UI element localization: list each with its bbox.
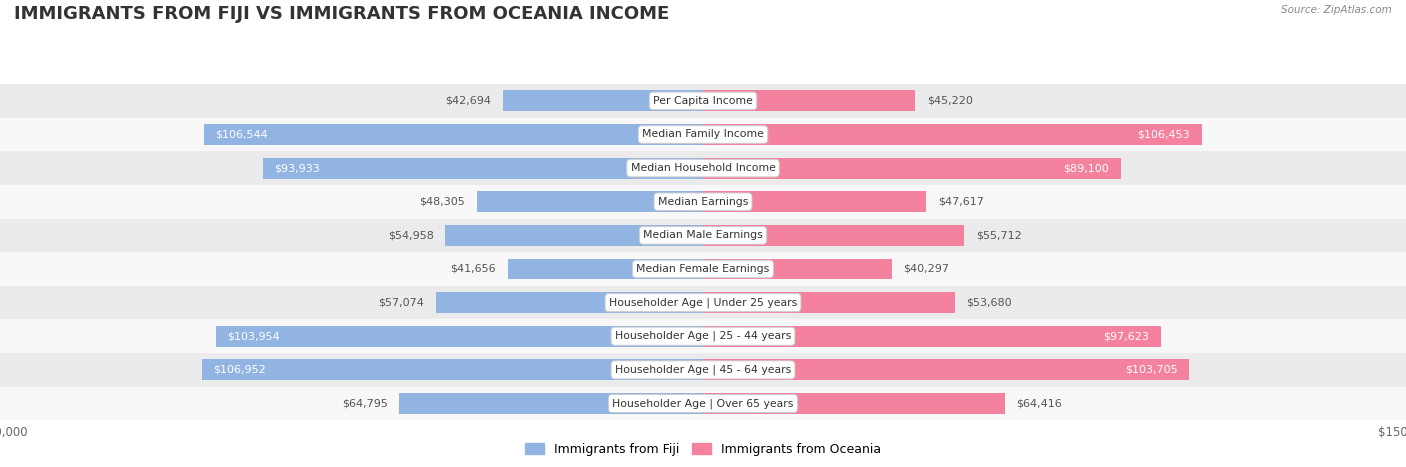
Bar [446,225,703,246]
Text: Median Earnings: Median Earnings [658,197,748,207]
Text: $40,297: $40,297 [904,264,949,274]
Bar [201,360,703,380]
Text: $41,656: $41,656 [450,264,496,274]
Text: Median Household Income: Median Household Income [630,163,776,173]
Bar [703,393,1005,414]
Legend: Immigrants from Fiji, Immigrants from Oceania: Immigrants from Fiji, Immigrants from Oc… [520,438,886,461]
Bar [503,91,703,111]
Bar [0,252,1406,286]
Text: Householder Age | 45 - 64 years: Householder Age | 45 - 64 years [614,365,792,375]
Text: $54,958: $54,958 [388,230,433,241]
Bar [508,259,703,279]
Bar [703,91,915,111]
Bar [477,191,703,212]
Bar [703,191,927,212]
Bar [0,84,1406,118]
Bar [703,326,1160,347]
Text: $64,416: $64,416 [1017,398,1063,409]
Bar [399,393,703,414]
Text: $55,712: $55,712 [976,230,1022,241]
Bar [703,259,891,279]
Text: $106,952: $106,952 [214,365,266,375]
Text: Householder Age | 25 - 44 years: Householder Age | 25 - 44 years [614,331,792,341]
Bar [263,158,703,178]
Text: $45,220: $45,220 [927,96,973,106]
Text: IMMIGRANTS FROM FIJI VS IMMIGRANTS FROM OCEANIA INCOME: IMMIGRANTS FROM FIJI VS IMMIGRANTS FROM … [14,5,669,23]
Text: $48,305: $48,305 [419,197,465,207]
Bar [703,360,1189,380]
Bar [703,292,955,313]
Text: $53,680: $53,680 [966,297,1012,308]
Bar [215,326,703,347]
Text: $106,544: $106,544 [215,129,269,140]
Text: $57,074: $57,074 [378,297,423,308]
Bar [0,151,1406,185]
Bar [0,286,1406,319]
Text: Source: ZipAtlas.com: Source: ZipAtlas.com [1281,5,1392,14]
Text: Householder Age | Under 25 years: Householder Age | Under 25 years [609,297,797,308]
Bar [0,185,1406,219]
Text: $106,453: $106,453 [1137,129,1191,140]
Bar [0,219,1406,252]
Text: Median Female Earnings: Median Female Earnings [637,264,769,274]
Bar [703,225,965,246]
Text: Householder Age | Over 65 years: Householder Age | Over 65 years [612,398,794,409]
Text: $64,795: $64,795 [342,398,388,409]
Bar [0,118,1406,151]
Bar [0,387,1406,420]
Text: $97,623: $97,623 [1102,331,1149,341]
Text: Median Male Earnings: Median Male Earnings [643,230,763,241]
Bar [204,124,703,145]
Text: Median Family Income: Median Family Income [643,129,763,140]
Text: $103,954: $103,954 [228,331,280,341]
Bar [703,158,1121,178]
Bar [0,319,1406,353]
Bar [436,292,703,313]
Text: $93,933: $93,933 [274,163,321,173]
Text: Per Capita Income: Per Capita Income [652,96,754,106]
Bar [703,124,1202,145]
Text: $47,617: $47,617 [938,197,984,207]
Text: $103,705: $103,705 [1125,365,1177,375]
Text: $89,100: $89,100 [1063,163,1109,173]
Bar [0,353,1406,387]
Text: $42,694: $42,694 [446,96,491,106]
